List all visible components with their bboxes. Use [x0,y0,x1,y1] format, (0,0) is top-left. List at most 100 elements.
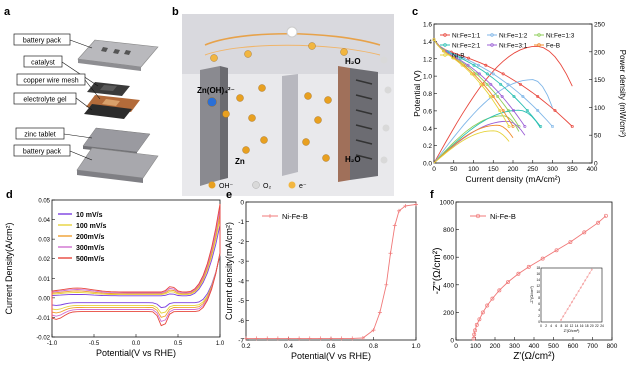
power-line [433,45,573,164]
y-axis-label: Current Density(A/cm²) [4,222,14,314]
y-axis-label: -Z''(Ω/cm²) [432,248,443,295]
y-tick-label: 0.01 [38,277,50,283]
x-tick-label: 100 [470,343,481,350]
o2-particle [382,124,390,132]
data-point [360,336,365,341]
data-point [568,240,573,244]
legend-label: 300mV/s [76,245,105,252]
y2-tick-label: 200 [594,49,605,56]
x-tick-label: 200 [490,343,501,350]
data-point [339,336,344,341]
panel-a: a battery pack catalyst [4,6,159,183]
inset-x-tick-label: 10 [565,324,569,328]
data-point [485,303,490,308]
panel-letter-e: e [226,189,232,201]
y2-tick-label: 100 [594,105,605,112]
y-tick-label: -4 [238,278,244,285]
data-point [525,109,529,113]
cv-loop [51,218,221,314]
data-point [506,82,510,86]
data-point [554,248,559,253]
data-point [460,63,464,67]
label-box [13,144,71,157]
data-point [511,109,515,113]
leader-line [75,97,93,111]
legend: 10 mV/s 100 mV/s 200mV/s 300mV/s 500mV/s [58,212,106,263]
o2-legend-icon [252,181,260,189]
data-point [473,328,478,333]
data-point [470,72,474,76]
y-axis-label: Potential (V) [412,70,422,117]
data-point [540,256,545,261]
x-axis-label: Z'(Ω/cm²) [513,351,555,362]
inset-data-point [584,279,587,282]
data-point [488,95,492,99]
data-point [471,336,476,341]
power-line [433,79,553,164]
x-axis-label: Potential(V vs RHE) [96,348,176,358]
plot-frame [245,201,417,341]
data-point [397,208,401,213]
y-tick-label: 0.04 [38,218,50,224]
leader-line [84,79,101,100]
inset-frame [540,267,603,323]
oh-particle [304,92,312,100]
electron-particle [340,48,348,56]
y-tick-label: -2 [238,239,244,246]
legend-label: Ni:Fe=1:1 [452,33,481,40]
oh-particle [236,94,244,102]
plot-frame [51,199,221,338]
data-point [265,336,270,341]
x-tick-label: -0.5 [89,341,100,347]
inset-data-point [575,293,578,296]
x-tick-label: 400 [529,343,540,350]
data-point [472,63,476,67]
legend-electron: e⁻ [299,183,307,190]
y-tick-label: -7 [238,338,244,345]
x-tick-label: 600 [568,343,579,350]
x-tick-label: 0.5 [174,341,183,347]
y-tick-label: 0.00 [38,296,50,302]
x-tick-label: 150 [488,166,499,173]
oh-particle [302,138,310,146]
air-cathode-copper [338,66,350,182]
data-point [471,72,475,76]
cathode-grid [355,79,373,160]
leader-line [69,150,93,161]
inset-y-tick-label: 14 [536,278,540,282]
polarization-line [433,39,510,127]
electron-particle [308,42,316,50]
inset-data-point [586,275,589,278]
data-point [451,56,455,60]
x-tick-label: 200 [508,166,519,173]
inset-x-tick-label: 24 [600,324,604,328]
inset-data-point [588,272,591,275]
inset-y-tick-label: 0 [538,320,540,324]
x-tick-label: 250 [527,166,538,173]
y2-axis-label: Power density (mW/cm²) [618,50,626,138]
legend-marker [443,33,447,37]
data-point [466,63,470,67]
oh-legend-icon [208,181,216,189]
inset-chart: 0 2 4 6 8 10 12 14 16 18 20 22 24024681012141618Z'(Ω… [530,266,604,333]
inset-data-point [568,304,571,307]
label-electrolyte-gel: electrolyte gel [23,97,67,104]
panel-letter-a: a [4,6,11,18]
data-point [455,56,459,60]
data-point [414,202,418,207]
inset-y-axis-label: -Z''(Ω/cm²) [530,285,534,304]
y-tick-label: 1.0 [423,74,432,81]
data-point [603,213,608,218]
inset-data-point [590,268,593,271]
legend-label: Ni:Fe=2:1 [452,43,481,50]
legend-label: Ni:Fe=1:2 [499,33,528,40]
data-point [523,125,527,129]
y-tick-label: 0.6 [423,108,432,115]
power-line [433,109,541,164]
schematic-legend: OH⁻ O₂ e⁻ [208,181,307,190]
y-tick-label: 0 [450,338,454,345]
legend-oh: OH⁻ [219,183,234,190]
y-tick-label: 0.02 [38,257,50,263]
y-tick-label: 1.6 [423,22,432,29]
x-tick-label: 300 [509,343,520,350]
